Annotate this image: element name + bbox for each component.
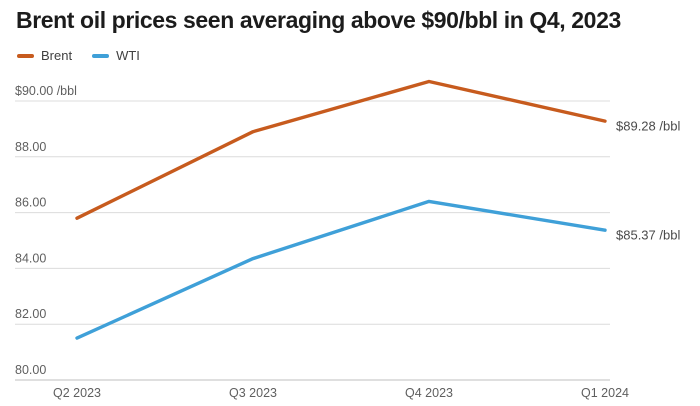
- legend-label-wti: WTI: [116, 48, 140, 63]
- brent-color-swatch: [17, 53, 34, 58]
- series-end-label-wti: $85.37 /bbl: [616, 228, 680, 243]
- y-tick-label: $90.00 /bbl: [15, 84, 77, 98]
- y-tick-label: 82.00: [15, 307, 46, 321]
- y-tick-label: 84.00: [15, 251, 46, 265]
- legend-label-brent: Brent: [41, 48, 73, 63]
- x-tick-label: Q4 2023: [405, 386, 453, 400]
- x-tick-label: Q1 2024: [581, 386, 629, 400]
- wti-color-swatch: [92, 53, 110, 58]
- x-tick-label: Q3 2023: [229, 386, 277, 400]
- y-tick-label: 86.00: [15, 196, 46, 210]
- x-tick-label: Q2 2023: [53, 386, 101, 400]
- y-tick-label: 80.00: [15, 363, 46, 377]
- series-line-brent: [75, 79, 607, 220]
- legend: Brent WTI: [17, 48, 140, 63]
- legend-item-brent: Brent: [17, 48, 72, 63]
- legend-item-wti: WTI: [92, 48, 140, 63]
- series-end-label-brent: $89.28 /bbl: [616, 119, 680, 134]
- series-line-wti: [75, 199, 607, 340]
- chart-title: Brent oil prices seen averaging above $9…: [16, 7, 621, 33]
- y-tick-label: 88.00: [15, 140, 46, 154]
